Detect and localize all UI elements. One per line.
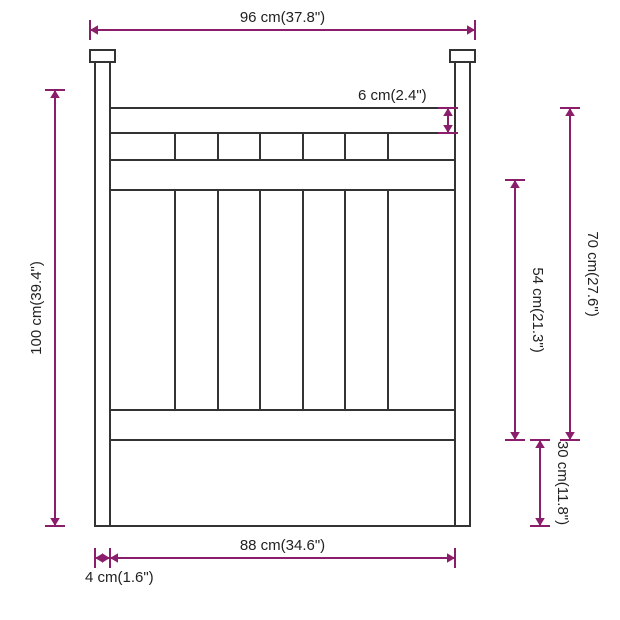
dim-label: 6 cm(2.4"): [358, 87, 427, 104]
dim-label: 88 cm(34.6"): [240, 537, 325, 554]
dim-label: 30 cm(11.8"): [554, 441, 571, 525]
dim-label: 4 cm(1.6"): [85, 569, 154, 586]
dimension-diagram: 96 cm(37.8") 6 cm(2.4") 100 cm(39.4") 4 cm(…: [0, 0, 620, 620]
dim-label: 70 cm(27.6"): [584, 231, 601, 316]
dim-label: 96 cm(37.8"): [240, 9, 325, 26]
dim-label: 100 cm(39.4"): [28, 261, 45, 355]
dim-label: 54 cm(21.3"): [529, 267, 546, 352]
